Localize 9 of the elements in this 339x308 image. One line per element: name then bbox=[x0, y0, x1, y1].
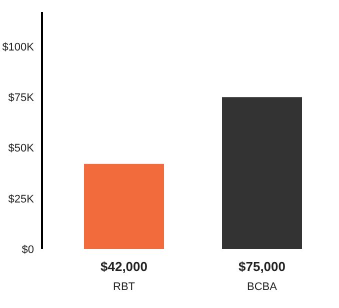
y-tick-label: $75K bbox=[8, 92, 35, 104]
x-tick-label: RBT bbox=[113, 281, 136, 293]
y-tick-label: $50K bbox=[8, 142, 35, 155]
y-tick-label: $100K bbox=[2, 41, 35, 54]
y-tick-label: $25K bbox=[8, 193, 35, 206]
x-tick-label: BCBA bbox=[247, 281, 278, 293]
data-label: $75,000 bbox=[238, 259, 286, 274]
y-tick-label: $0 bbox=[22, 244, 34, 256]
data-label: $42,000 bbox=[100, 259, 148, 274]
